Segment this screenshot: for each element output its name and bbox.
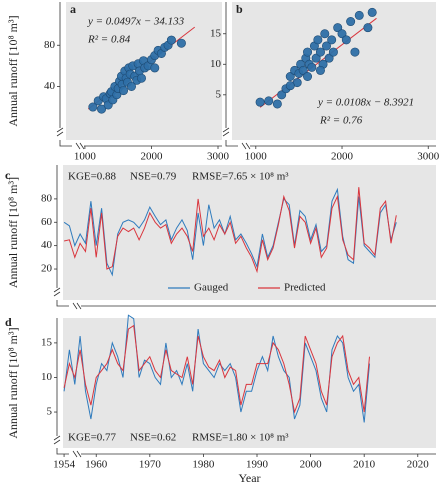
point [337, 29, 347, 39]
panel-label: d [5, 315, 12, 329]
x-tick-label: 1954 [53, 459, 76, 471]
point [136, 73, 146, 83]
plot-area [63, 165, 436, 300]
axis-line [222, 2, 436, 150]
series-line [63, 187, 397, 277]
y-axis-label: Annual runoff [10⁸ m³] [6, 327, 20, 438]
series-line [63, 324, 370, 414]
plot-area [232, 2, 436, 140]
annotation: NSE=0.79 [130, 171, 177, 183]
x-tick-label: 2000 [300, 459, 323, 471]
annotation: RMSE=7.65 × 10⁸ m³ [192, 171, 289, 183]
y-tick-label: 60 [41, 216, 53, 228]
x-tick-label: 1000 [245, 151, 268, 163]
axis-line [56, 2, 222, 150]
point [255, 97, 265, 107]
point [298, 65, 308, 75]
panel-label: b [236, 2, 243, 16]
point [88, 102, 98, 112]
point [303, 47, 313, 57]
y-tick-label: 40 [41, 239, 53, 251]
y-tick-label: 15 [41, 336, 53, 348]
y-axis-label: Annual runoff [10⁸ m³] [6, 177, 20, 288]
y-tick-label: 5 [47, 406, 53, 418]
x-tick-label: 3000 [417, 151, 440, 163]
x-tick-label: 1000 [74, 151, 97, 163]
point [166, 35, 176, 45]
y-tick-label: 10 [41, 371, 53, 383]
legend-label: Gauged [194, 282, 229, 294]
y-tick-label: 80 [41, 192, 53, 204]
annotation: R² = 0.76 [319, 115, 363, 127]
x-tick-label: 1960 [85, 459, 108, 471]
annotation: RMSE=1.80 × 10⁸ m³ [192, 432, 289, 444]
panel-label: c [5, 168, 11, 182]
point [264, 96, 274, 106]
axis-line [53, 165, 436, 310]
series-line [63, 314, 370, 423]
x-tick-label: 2000 [140, 151, 163, 163]
y-tick-label: 20 [41, 263, 53, 275]
point [311, 53, 321, 63]
point [285, 71, 295, 81]
x-tick-label: 3000 [207, 151, 230, 163]
point [313, 35, 323, 45]
point [328, 47, 338, 57]
series-line [63, 187, 397, 274]
x-tick-label: 1990 [246, 459, 269, 471]
point [350, 47, 360, 57]
x-tick-label: 2010 [353, 459, 376, 471]
point [150, 63, 160, 73]
point [307, 62, 317, 72]
point [126, 81, 136, 91]
point [324, 53, 334, 63]
plot-area [63, 318, 436, 448]
annotation: NSE=0.62 [130, 432, 176, 444]
point [321, 41, 331, 51]
point [333, 23, 343, 33]
point [367, 7, 377, 17]
x-tick-label: 1980 [192, 459, 215, 471]
y-axis-label: Annual runoff [10⁸ m³] [6, 15, 20, 126]
annotation: y = 0.0108x − 8.3921 [317, 97, 414, 109]
point [327, 35, 337, 45]
y-tick-label: 10 [210, 58, 222, 70]
point [277, 90, 287, 100]
point [354, 10, 364, 20]
x-tick-label: 2020 [407, 459, 430, 471]
point [341, 35, 351, 45]
point [315, 65, 325, 75]
x-tick-label: 1970 [139, 459, 162, 471]
annotation: R² = 0.84 [87, 34, 131, 46]
axis-line [53, 318, 436, 458]
y-tick-label: 80 [44, 39, 56, 51]
point [176, 38, 186, 48]
y-tick-label: 40 [44, 80, 56, 92]
point [315, 47, 325, 57]
point [272, 99, 282, 109]
point [346, 17, 356, 27]
x-axis-label: Year [238, 471, 260, 483]
point [285, 81, 295, 91]
annotation: y = 0.0497x − 34.133 [87, 16, 185, 28]
point [320, 29, 330, 39]
y-tick-label: 15 [210, 27, 222, 39]
point [303, 71, 313, 81]
point [119, 86, 129, 96]
annotation: KGE=0.77 [68, 432, 117, 444]
x-tick-label: 2000 [331, 151, 354, 163]
y-tick-label: 5 [216, 88, 222, 100]
annotation: KGE=0.88 [68, 171, 117, 183]
panel-label: a [70, 2, 76, 16]
point [97, 104, 107, 114]
legend-label: Predicted [284, 282, 326, 294]
point [363, 23, 373, 33]
